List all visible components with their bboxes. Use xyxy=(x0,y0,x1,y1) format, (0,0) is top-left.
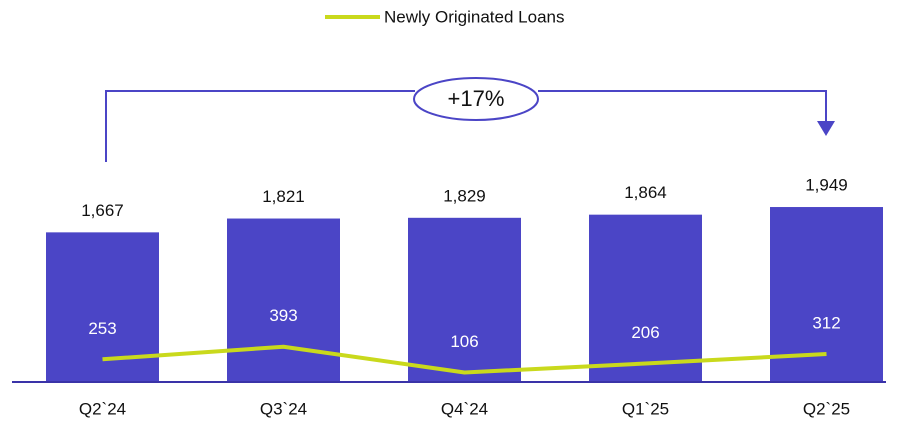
x-tick-label: Q2`24 xyxy=(79,399,126,418)
line-value-label: 393 xyxy=(269,306,297,325)
bar-value-label: 1,949 xyxy=(805,176,848,195)
bar-value-label: 1,821 xyxy=(262,187,305,206)
bar xyxy=(46,232,159,382)
line-value-label: 253 xyxy=(88,319,116,338)
growth-annotation: +17% xyxy=(105,77,835,162)
bar xyxy=(589,214,702,382)
line-value-label: 106 xyxy=(450,332,478,351)
bar-value-label: 1,864 xyxy=(624,183,667,202)
bracket-left xyxy=(105,90,415,162)
annotation-ellipse xyxy=(413,77,539,121)
line xyxy=(102,344,827,375)
annotation-text: +17% xyxy=(448,86,505,111)
bar xyxy=(408,217,521,382)
line-value-label: 206 xyxy=(631,323,659,342)
line-value-label: 312 xyxy=(812,313,840,332)
bar-value-label: 1,829 xyxy=(443,186,486,205)
bracket-right xyxy=(538,90,827,122)
x-tick-label: Q3`24 xyxy=(260,399,307,418)
x-tick-label: Q1`25 xyxy=(622,399,669,418)
bar xyxy=(227,218,340,382)
x-tick-label: Q4`24 xyxy=(441,399,488,418)
bar-value-label: 1,667 xyxy=(81,201,124,220)
legend-label: Newly Originated Loans xyxy=(384,7,564,26)
arrow-head xyxy=(817,121,835,136)
bar xyxy=(770,207,883,382)
x-tick-label: Q2`25 xyxy=(803,399,850,418)
